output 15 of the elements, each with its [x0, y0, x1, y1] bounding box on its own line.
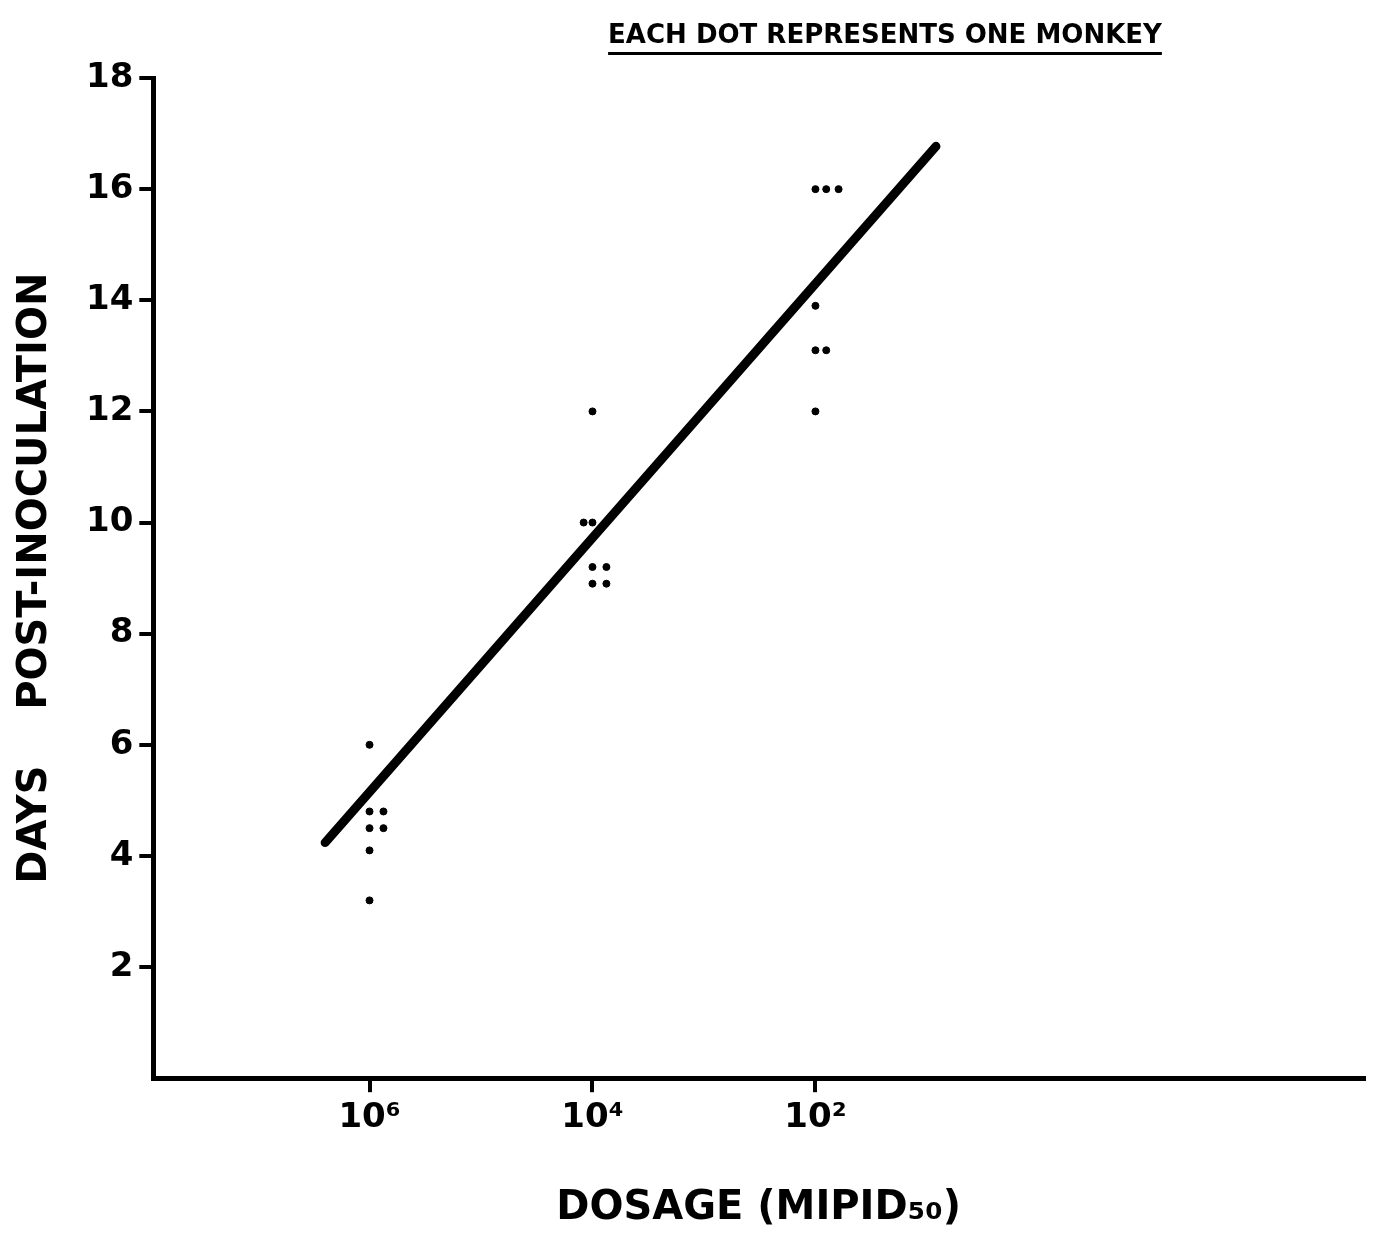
y-tick-label: 4 — [109, 832, 134, 873]
y-tick-label: 6 — [109, 721, 134, 762]
y-axis-title: DAYS POST-INOCULATION — [9, 272, 56, 884]
x-tick-label: 10⁴ — [561, 1095, 624, 1136]
x-tick-label: 10² — [784, 1095, 847, 1136]
y-tick-label: 10 — [85, 499, 134, 540]
y-tick-label: 18 — [85, 54, 134, 95]
y-tick-label: 2 — [109, 943, 134, 984]
y-tick-label: 12 — [85, 388, 134, 429]
x-tick-label: 10⁶ — [338, 1095, 401, 1136]
y-tick-label: 14 — [85, 277, 134, 318]
text: EACH DOT REPRESENTS ONE MONKEY — [608, 19, 1164, 49]
y-tick-label: 8 — [109, 610, 134, 651]
y-tick-label: 16 — [85, 165, 134, 206]
x-axis-title: DOSAGE (MIPID₅₀) — [556, 1182, 962, 1229]
